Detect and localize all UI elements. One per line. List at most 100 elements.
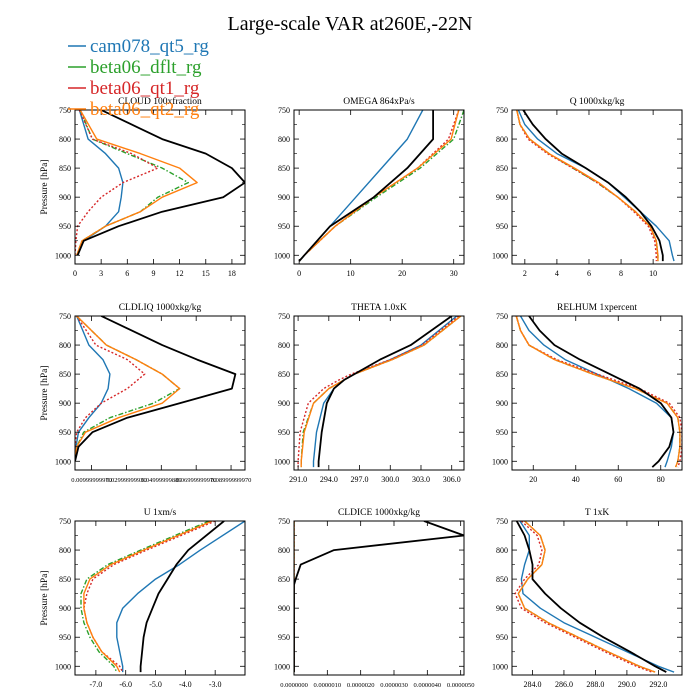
legend: cam078_qt5_rgbeta06_dflt_rgbeta06_qt1_rg… <box>68 36 209 120</box>
cldliq-ytick-label: 950 <box>59 428 71 437</box>
relhum-xtick-label: 20 <box>529 475 537 484</box>
cloud-xtick-label: 18 <box>228 269 236 278</box>
theta-line-beta06_qt1_rg <box>297 316 460 468</box>
cldice-title: CLDICE 1000xkg/kg <box>338 508 420 518</box>
t-frame <box>511 520 683 676</box>
relhum-frame <box>511 315 683 471</box>
relhum-ytick-label: 900 <box>496 399 508 408</box>
u-ytick-label: 950 <box>59 633 71 642</box>
t-xtick-label: 288.0 <box>586 680 604 689</box>
cldice-ytick-label: 900 <box>278 604 290 613</box>
cloud-xtick-label: 12 <box>176 269 184 278</box>
cldliq-line-cam078_qt5_rg <box>75 316 111 462</box>
cloud-xtick-label: 15 <box>202 269 210 278</box>
cldliq-ytick-label: 800 <box>59 341 71 350</box>
q-line-obs <box>522 110 664 262</box>
cldliq-ytick-label: 750 <box>59 312 71 321</box>
cldliq-line-beta06_qt1_rg <box>75 316 146 462</box>
u-line-beta06_dflt_rg <box>80 521 210 673</box>
theta-ytick-label: 750 <box>278 312 290 321</box>
theta-xtick-label: 291.0 <box>289 475 307 484</box>
cldliq-ylabel: Pressure [hPa] <box>40 365 50 420</box>
cldice-series-group <box>294 521 464 673</box>
u-ytick-label: 900 <box>59 604 71 613</box>
relhum-line-beta06_dflt_rg <box>515 316 681 468</box>
u-xtick-label: -5.0 <box>149 680 162 689</box>
legend-label-beta06_qt1_rg: beta06_qt1_rg <box>90 78 200 99</box>
panel-u: U 1xm/s 750 800 850 900 950 1000 -7.0 -6.0 -5.0 -4… <box>40 508 246 689</box>
theta-ytick-label: 800 <box>278 341 290 350</box>
theta-line-cam078_qt5_rg <box>312 316 458 468</box>
legend-label-beta06_qt2_rg: beta06_qt2_rg <box>90 99 200 120</box>
cldice-xtick-label: 0.0000050 <box>447 682 475 689</box>
cldice-xtick-label: 0.0000020 <box>347 682 375 689</box>
legend-label-cam078_qt5_rg: cam078_qt5_rg <box>90 36 209 57</box>
panel-q: Q 1000xkg/kg 750 800 850 900 950 1000 2 4 6 8 10 <box>492 97 683 278</box>
cldliq-xtick-label: 0.02999999930 <box>106 477 147 484</box>
cldice-xtick-label: 0.0000040 <box>414 682 442 689</box>
q-ytick-label: 750 <box>496 106 508 115</box>
cloud-xtick-label: 9 <box>151 269 155 278</box>
panel-theta: THETA 1.0xK 750 800 850 900 950 1000 291.0 294.0… <box>274 303 465 484</box>
cloud-line-beta06_qt1_rg <box>75 110 159 256</box>
omega-line-beta06_dflt_rg <box>298 110 464 262</box>
cloud-line-beta06_qt2_rg <box>76 110 198 256</box>
panel-t: T 1xK 750 800 850 900 950 1000 284.0 286.0 288.0 2… <box>492 508 683 689</box>
cldliq-xtick-label: 0.06999999970 <box>176 477 217 484</box>
u-ytick-label: 800 <box>59 546 71 555</box>
t-title: T 1xK <box>585 508 610 518</box>
theta-frame <box>293 315 465 471</box>
q-xtick-label: 6 <box>587 269 591 278</box>
u-line-beta06_qt2_rg <box>83 521 213 673</box>
cldliq-line-obs <box>75 316 237 462</box>
panel-cldice: CLDICE 1000xkg/kg 750 800 850 900 950 1000 0.00… <box>274 508 474 689</box>
cloud-ytick-label: 750 <box>59 106 71 115</box>
panel-omega: OMEGA 864xPa/s 750 800 850 900 950 1000 0 10 20 30 <box>274 97 465 278</box>
omega-title: OMEGA 864xPa/s <box>343 97 415 107</box>
u-series-group <box>80 521 245 673</box>
relhum-ytick-label: 950 <box>496 428 508 437</box>
q-ytick-label: 1000 <box>492 251 508 260</box>
cldice-xtick-label: 0.0000000 <box>280 682 308 689</box>
cldliq-ytick-label: 850 <box>59 370 71 379</box>
theta-title: THETA 1.0xK <box>351 303 407 313</box>
q-line-beta06_qt1_rg <box>516 110 657 262</box>
q-xtick-label: 4 <box>555 269 559 278</box>
relhum-ytick-label: 750 <box>496 312 508 321</box>
relhum-line-beta06_qt2_rg <box>515 316 681 468</box>
theta-ytick-label: 900 <box>278 399 290 408</box>
t-line-beta06_qt2_rg <box>517 521 656 673</box>
u-ytick-label: 750 <box>59 517 71 526</box>
cloud-xtick-label: 0 <box>73 269 77 278</box>
t-xtick-label: 292.0 <box>649 680 667 689</box>
cldliq-ytick-label: 1000 <box>55 457 71 466</box>
theta-xtick-label: 294.0 <box>320 475 338 484</box>
cldice-ytick-label: 1000 <box>274 662 290 671</box>
cloud-ytick-label: 800 <box>59 135 71 144</box>
q-line-cam078_qt5_rg <box>517 110 675 262</box>
theta-line-obs <box>317 316 453 468</box>
relhum-line-beta06_qt1_rg <box>515 316 682 468</box>
omega-ytick-label: 950 <box>278 222 290 231</box>
t-line-beta06_qt1_rg <box>514 521 653 673</box>
cloud-ytick-label: 900 <box>59 193 71 202</box>
cloud-ytick-label: 850 <box>59 164 71 173</box>
theta-ytick-label: 1000 <box>274 457 290 466</box>
t-ytick-label: 800 <box>496 546 508 555</box>
omega-ytick-label: 900 <box>278 193 290 202</box>
q-ytick-label: 800 <box>496 135 508 144</box>
omega-xtick-label: 10 <box>347 269 355 278</box>
t-ytick-label: 850 <box>496 575 508 584</box>
u-xtick-label: -7.0 <box>90 680 103 689</box>
t-ytick-label: 950 <box>496 633 508 642</box>
t-ytick-label: 1000 <box>492 662 508 671</box>
u-ylabel: Pressure [hPa] <box>40 570 50 625</box>
q-title: Q 1000xkg/kg <box>570 97 625 107</box>
relhum-line-obs <box>528 316 675 468</box>
panel-relhum: RELHUM 1xpercent 750 800 850 900 950 1000 20 40 6… <box>492 303 683 484</box>
q-line-beta06_qt2_rg <box>516 110 659 262</box>
t-ytick-label: 750 <box>496 517 508 526</box>
cldice-xtick-label: 0.0000030 <box>380 682 408 689</box>
